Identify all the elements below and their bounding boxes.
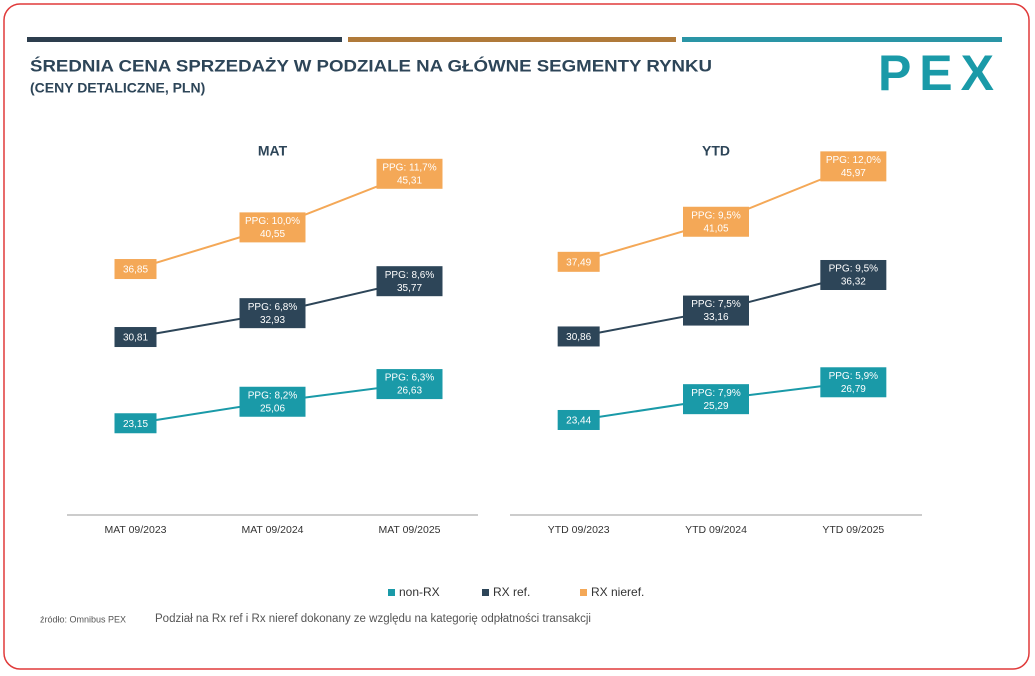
data-label-box (239, 212, 306, 243)
data-label-box (820, 151, 887, 182)
data-label: 40,55 (260, 229, 285, 240)
x-tick-label: YTD 09/2024 (685, 524, 747, 536)
data-label: 36,32 (841, 277, 866, 288)
data-label: 26,63 (397, 386, 422, 397)
ppg-label: PPG: 5,9% (829, 371, 879, 382)
data-label: 23,15 (123, 419, 148, 430)
top-bar (682, 37, 1002, 42)
data-label-box (114, 413, 157, 434)
data-label-box (376, 266, 443, 297)
data-label: 30,86 (566, 332, 591, 343)
data-label-box (683, 384, 749, 415)
x-tick-label: MAT 09/2025 (378, 524, 440, 536)
data-label: 35,77 (397, 283, 422, 294)
data-label-box (239, 298, 306, 329)
data-label-box (683, 206, 749, 237)
legend-swatch (580, 589, 587, 596)
data-label: 26,79 (841, 384, 866, 395)
legend-label: RX ref. (493, 585, 530, 599)
ppg-label: PPG: 6,8% (248, 302, 298, 313)
ppg-label: PPG: 6,3% (385, 373, 435, 384)
legend-label: non-RX (399, 585, 440, 599)
x-tick-label: MAT 09/2024 (241, 524, 303, 536)
data-label-box (683, 295, 749, 326)
data-label-box (557, 409, 600, 430)
top-bar (348, 37, 676, 42)
data-label: 30,81 (123, 333, 148, 344)
x-tick-label: MAT 09/2023 (104, 524, 166, 536)
x-tick-label: YTD 09/2025 (822, 524, 884, 536)
data-label: 36,85 (123, 265, 148, 276)
data-label-box (820, 259, 887, 290)
data-label-box (376, 158, 443, 189)
top-bar (27, 37, 342, 42)
title: ŚREDNIA CENA SPRZEDAŻY W PODZIALE NA GŁÓ… (30, 56, 712, 75)
subtitle: (CENY DETALICZNE, PLN) (30, 80, 205, 96)
data-label-box (557, 251, 600, 272)
data-label-box (557, 326, 600, 347)
data-label: 37,49 (566, 257, 591, 268)
source: źródło: Omnibus PEX (40, 614, 126, 624)
data-label: 25,06 (260, 403, 285, 414)
note: Podział na Rx ref i Rx nieref dokonany z… (155, 613, 591, 625)
data-label-box (820, 367, 887, 398)
data-label: 23,44 (566, 416, 591, 427)
data-label-box (114, 259, 157, 280)
chart-title: MAT (258, 143, 288, 159)
data-label: 32,93 (260, 315, 285, 326)
data-label-box (114, 327, 157, 348)
data-label: 25,29 (703, 401, 728, 412)
legend-swatch (482, 589, 489, 596)
ppg-label: PPG: 8,6% (385, 270, 435, 281)
ppg-label: PPG: 7,5% (691, 299, 741, 310)
data-label-box (376, 369, 443, 400)
data-label: 45,31 (397, 175, 422, 186)
ppg-label: PPG: 10,0% (245, 216, 300, 227)
ppg-label: PPG: 9,5% (829, 264, 879, 275)
slide-border (3, 3, 1030, 670)
data-label: 33,16 (703, 312, 728, 323)
ppg-label: PPG: 12,0% (826, 155, 881, 166)
ppg-label: PPG: 8,2% (248, 390, 298, 401)
ppg-label: PPG: 11,7% (382, 162, 436, 173)
data-label: 45,97 (841, 168, 866, 179)
x-tick-label: YTD 09/2023 (548, 524, 610, 536)
ppg-label: PPG: 9,5% (691, 210, 741, 221)
data-label-box (239, 386, 306, 417)
legend-label: RX nieref. (591, 585, 644, 599)
chart-title: YTD (702, 143, 730, 159)
ppg-label: PPG: 7,9% (691, 388, 741, 399)
logo: PEX (878, 45, 1002, 101)
data-label: 41,05 (703, 223, 728, 234)
legend-swatch (388, 589, 395, 596)
